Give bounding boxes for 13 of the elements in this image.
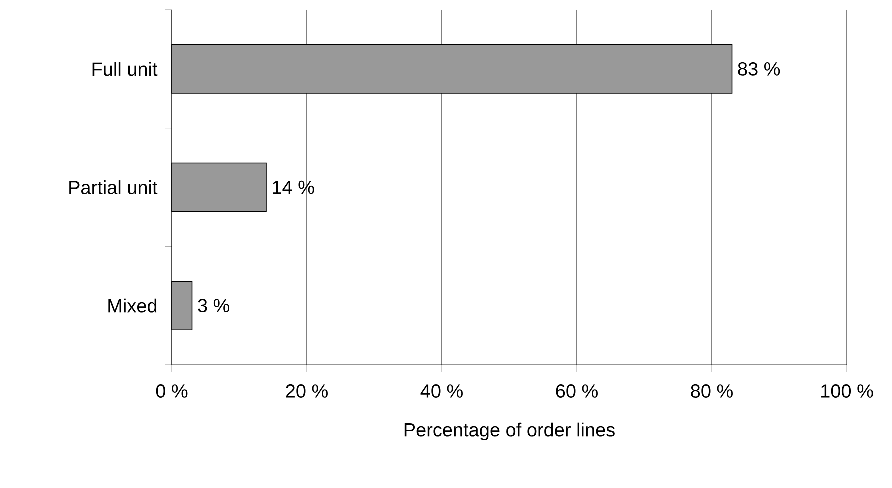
y-tick-label: Mixed xyxy=(108,298,157,313)
x-tick-label: 40 % xyxy=(420,384,463,398)
x-tick-label: 60 % xyxy=(556,384,598,398)
y-tick-label: Partial unit xyxy=(70,180,158,194)
x-axis-title: Percentage of order lines xyxy=(404,422,615,441)
data-label: 83 % xyxy=(738,62,780,76)
x-tick-label: 20 % xyxy=(286,384,328,398)
x-tick-label: 80 % xyxy=(691,384,733,398)
y-tick-label: Full unit xyxy=(92,62,158,76)
data-label: 14 % xyxy=(273,180,314,194)
x-tick-label: 100 % xyxy=(822,384,874,398)
x-tick-label: 0 % xyxy=(156,384,188,398)
data-label: 3 % xyxy=(198,299,230,313)
